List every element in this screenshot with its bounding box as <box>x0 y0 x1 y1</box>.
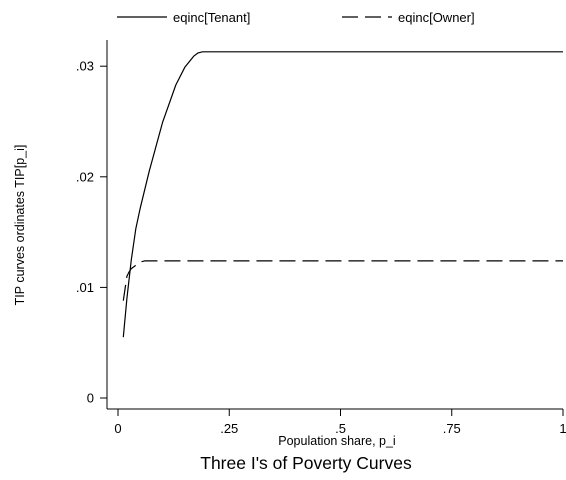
legend-label-tenant: eqinc[Tenant] <box>173 10 250 25</box>
y-tick-label: .03 <box>76 59 94 74</box>
series-line-owner <box>122 260 563 301</box>
x-ticks: 0 .25 .5 .75 1 <box>114 409 566 436</box>
chart-title: Three I's of Poverty Curves <box>200 453 412 473</box>
x-tick-label: 0 <box>114 421 121 436</box>
y-ticks: 0 .01 .02 .03 <box>76 59 107 406</box>
x-tick-label: .5 <box>335 421 346 436</box>
plot-lines <box>122 51 563 338</box>
y-tick-label: .01 <box>76 280 94 295</box>
y-tick-label: 0 <box>87 391 94 406</box>
legend: eqinc[Tenant] eqinc[Owner] <box>117 10 475 25</box>
series-line-tenant <box>122 51 563 338</box>
x-tick-label: 1 <box>559 421 566 436</box>
legend-label-owner: eqinc[Owner] <box>398 10 475 25</box>
x-axis-title: Population share, p_i <box>278 434 395 448</box>
x-tick-label: .75 <box>443 421 461 436</box>
y-axis-title: TIP curves ordinates TIP[p_i] <box>13 145 27 306</box>
y-tick-label: .02 <box>76 169 94 184</box>
x-tick-label: .25 <box>220 421 238 436</box>
